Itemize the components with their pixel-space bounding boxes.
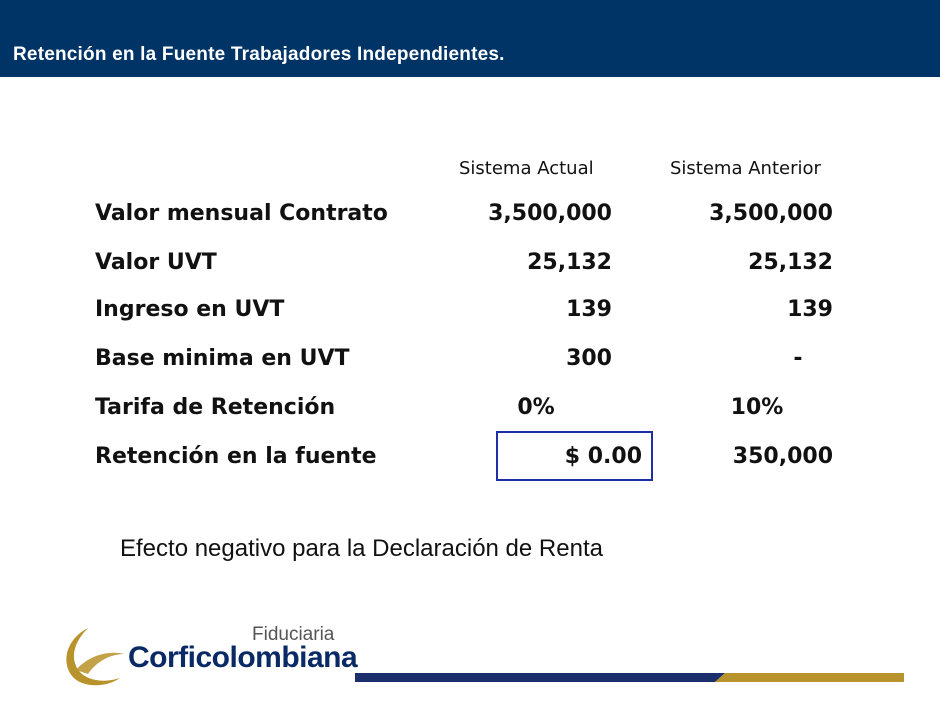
row-label-ingreso-uvt: Ingreso en UVT (95, 297, 285, 322)
value-anterior-tarifa: 10% (730, 395, 784, 420)
row-label-retencion: Retención en la fuente (95, 444, 377, 469)
company-logo (66, 628, 124, 686)
column-header-anterior: Sistema Anterior (670, 158, 821, 179)
value-actual-tarifa: 0% (517, 395, 555, 420)
value-actual-valor-uvt: 25,132 (527, 250, 612, 275)
logo-text-fiduciaria: Fiduciaria (252, 624, 335, 645)
value-actual-base-minima: 300 (566, 346, 612, 371)
row-label-tarifa: Tarifa de Retención (95, 395, 336, 420)
row-label-valor-uvt: Valor UVT (95, 250, 217, 275)
footer-bar (355, 673, 904, 682)
highlight-box (496, 431, 653, 481)
value-anterior-base-minima: - (793, 346, 803, 371)
column-header-actual: Sistema Actual (459, 158, 594, 179)
value-actual-valor-mensual: 3,500,000 (488, 201, 612, 226)
note-text: Efecto negativo para la Declaración de R… (120, 535, 603, 562)
value-anterior-retencion: 350,000 (732, 444, 833, 469)
page-title: Retención en la Fuente Trabajadores Inde… (13, 44, 505, 65)
logo-text-corficolombiana: Corficolombiana (128, 641, 358, 674)
row-label-valor-mensual: Valor mensual Contrato (95, 201, 388, 226)
value-anterior-valor-uvt: 25,132 (748, 250, 833, 275)
value-anterior-valor-mensual: 3,500,000 (709, 201, 833, 226)
row-label-base-minima: Base minima en UVT (95, 346, 350, 371)
header-bar (0, 0, 940, 77)
value-actual-ingreso-uvt: 139 (566, 297, 612, 322)
value-actual-retencion: $ 0.00 (564, 444, 642, 469)
value-anterior-ingreso-uvt: 139 (787, 297, 833, 322)
